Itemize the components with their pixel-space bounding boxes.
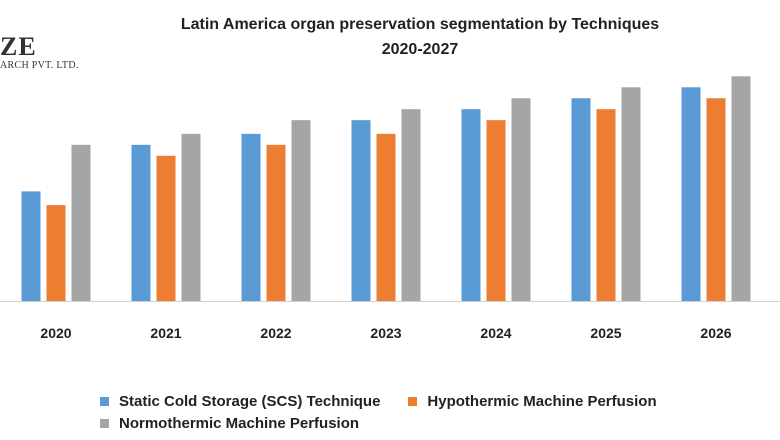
bar-hypothermic-2022: [266, 144, 286, 301]
bar-normothermic-2020: [71, 144, 91, 301]
bar-hypothermic-2026: [706, 98, 726, 302]
legend-swatch-hypothermic: [408, 396, 418, 406]
x-tick-label-2020: 2020: [40, 325, 71, 341]
bar-scs-2021: [131, 144, 151, 301]
bar-scs-2020: [21, 191, 41, 301]
bar-normothermic-2021: [181, 133, 201, 301]
chart-title-line1: Latin America organ preservation segment…: [180, 16, 660, 33]
x-tick-label-2023: 2023: [370, 325, 401, 341]
legend-label-scs: Static Cold Storage (SCS) Technique: [119, 392, 381, 410]
bar-hypothermic-2025: [596, 109, 616, 301]
bar-normothermic-2023: [401, 109, 421, 301]
legend-item-scs: Static Cold Storage (SCS) Technique: [100, 393, 380, 410]
legend-item-hypothermic: Hypothermic Machine Perfusion: [408, 392, 657, 410]
bar-scs-2026: [681, 87, 701, 301]
bar-normothermic-2022: [291, 120, 311, 301]
chart-legend: Static Cold Storage (SCS) Technique Hypo…: [100, 390, 685, 434]
legend-label-normothermic: Normothermic Machine Perfusion: [119, 414, 360, 432]
logo-subtitle: ARCH PVT. LTD.: [0, 60, 79, 71]
bar-normothermic-2025: [621, 87, 641, 301]
bar-normothermic-2026: [731, 76, 751, 301]
bar-scs-2022: [241, 133, 261, 301]
logo-mark: ZE: [0, 32, 37, 61]
bar-scs-2024: [461, 109, 481, 301]
x-tick-label-2026: 2026: [700, 325, 731, 341]
x-tick-label-2024: 2024: [480, 325, 511, 341]
chart-title-line2: 2020-2027: [381, 41, 459, 58]
bar-scs-2025: [571, 98, 591, 302]
bar-scs-2023: [351, 120, 371, 301]
bar-hypothermic-2020: [46, 205, 66, 301]
brand-logo: ZE ARCH PVT. LTD.: [0, 32, 79, 72]
x-tick-label-2021: 2021: [150, 325, 181, 341]
x-tick-label-2025: 2025: [590, 325, 621, 341]
x-tick-label-2022: 2022: [260, 325, 291, 341]
legend-label-hypothermic: Hypothermic Machine Perfusion: [427, 392, 657, 410]
legend-swatch-scs: [100, 396, 109, 406]
bar-hypothermic-2021: [156, 155, 176, 301]
legend-swatch-normothermic: [100, 418, 109, 428]
chart-title: Latin America organ preservation segment…: [140, 12, 700, 62]
bar-chart: 2020 2021 2022 2023 2024 2025 2026: [0, 76, 780, 341]
bar-hypothermic-2024: [486, 120, 506, 301]
legend-item-normothermic: Normothermic Machine Perfusion: [100, 415, 359, 432]
bar-normothermic-2024: [511, 98, 531, 302]
bar-hypothermic-2023: [376, 133, 396, 301]
